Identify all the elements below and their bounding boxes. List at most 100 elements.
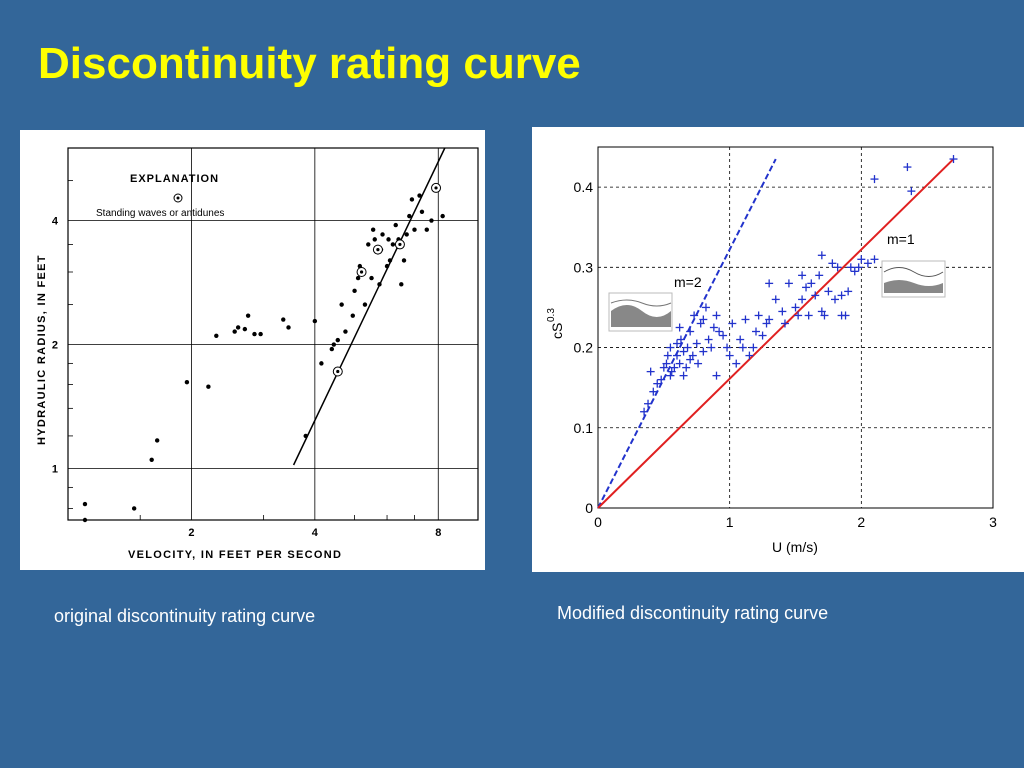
right-data-point: [749, 343, 758, 352]
right-ylabel-superscript: 0.3: [546, 308, 557, 322]
right-data-point: [686, 355, 695, 364]
left-y-tick-label: 4: [52, 216, 59, 228]
left-grid: [68, 148, 478, 520]
right-data-point: [644, 399, 653, 408]
left-data-point: [82, 517, 88, 523]
left-data-point: [440, 213, 445, 219]
right-data-point: [732, 359, 741, 368]
right-caption: Modified discontinuity rating curve: [557, 603, 829, 623]
left-data-point: [407, 213, 412, 219]
left-data-point: [131, 506, 137, 511]
right-data-point: [649, 387, 658, 396]
left-data-point: [184, 380, 190, 385]
right-x-tick-label: 2: [857, 514, 865, 530]
right-data-point: [752, 327, 760, 336]
left-data-point: [370, 227, 376, 232]
right-data-point: [686, 327, 695, 336]
right-data-point: [670, 363, 679, 372]
right-y-tick-label: 0.4: [574, 179, 594, 195]
right-x-tick-label: 3: [989, 514, 997, 530]
right-data-point: [653, 379, 662, 388]
left-data-point: [362, 302, 368, 307]
right-data-point: [828, 259, 837, 268]
right-data-point: [663, 351, 672, 360]
left-data-point: [286, 325, 291, 330]
left-data-point: [329, 346, 335, 352]
annotation-m2: m=2: [674, 274, 702, 290]
right-data-point: [850, 267, 859, 276]
right-data-point: [820, 311, 829, 320]
left-data-point: [372, 237, 377, 242]
right-data-point: [903, 163, 912, 172]
left-antidune-point: [431, 182, 442, 193]
right-data-point: [673, 351, 681, 360]
right-data-point: [666, 371, 675, 380]
left-legend-entry: Standing waves or antidunes: [96, 208, 224, 219]
right-data-point: [673, 339, 681, 348]
right-data-point: [815, 271, 824, 280]
left-x-tick-label: 4: [312, 527, 319, 539]
right-y-tick-label: 0.3: [574, 259, 594, 275]
left-data-point: [399, 282, 404, 287]
left-legend-circled-dot-icon: [173, 193, 183, 203]
right-data-point: [780, 319, 789, 328]
right-data-point: [802, 283, 811, 292]
right-data-point: [723, 343, 732, 352]
left-data-point: [331, 342, 337, 347]
right-data-point: [846, 263, 855, 272]
right-plot-frame: [597, 146, 994, 509]
left-antidune-point: [332, 366, 343, 377]
right-data-point: [833, 263, 842, 272]
right-data-point: [659, 363, 668, 372]
left-plot-frame: [67, 147, 479, 521]
left-data-point: [424, 227, 429, 232]
left-data-point: [404, 232, 409, 237]
right-x-tick-label: 1: [726, 514, 734, 530]
right-data-point: [784, 279, 793, 288]
left-antidune-point: [394, 239, 405, 250]
left-data-point: [366, 242, 371, 247]
right-data-point: [725, 351, 734, 360]
left-data-point: [82, 501, 88, 507]
right-data-point: [701, 303, 710, 312]
right-data-point: [844, 287, 853, 296]
right-points-group: [640, 155, 958, 416]
right-data-point: [683, 343, 692, 352]
right-data-point: [794, 311, 803, 320]
left-y-tick-label: 1: [52, 464, 58, 476]
standing-wave-sketch-icon: [881, 260, 946, 298]
left-data-point: [154, 438, 160, 443]
right-y-tick-label: 0.2: [574, 340, 594, 356]
right-data-point: [709, 323, 718, 332]
right-data-point: [712, 311, 721, 320]
left-fit-line: [292, 147, 446, 466]
left-data-point: [343, 329, 348, 334]
right-data-point: [704, 335, 713, 344]
right-data-point: [807, 279, 816, 288]
antidune-wave-sketch-icon: [608, 292, 673, 332]
left-data-point: [335, 337, 340, 343]
left-data-point: [387, 258, 393, 263]
right-data-point: [736, 335, 745, 344]
left-data-point: [281, 317, 286, 322]
left-data-point: [419, 209, 425, 215]
line-m2: [597, 158, 777, 509]
left-data-point: [258, 331, 263, 337]
left-data-point: [369, 275, 374, 281]
right-data-point: [778, 307, 787, 316]
right-xlabel: U (m/s): [772, 539, 818, 555]
left-data-point: [390, 242, 396, 247]
right-data-point: [738, 343, 747, 352]
right-data-point: [662, 359, 671, 368]
right-ylabel-group: cS 0.3: [546, 308, 565, 339]
right-data-point: [712, 371, 721, 380]
right-data-point: [798, 271, 807, 280]
right-data-point: [907, 187, 916, 196]
right-data-point: [675, 323, 684, 332]
right-data-point: [758, 331, 767, 340]
right-ylabel: cS: [549, 323, 565, 339]
right-data-point: [667, 367, 676, 376]
left-y-tick-label: 2: [52, 340, 58, 352]
left-fit-line-group: [292, 147, 446, 466]
left-data-point: [235, 325, 241, 330]
